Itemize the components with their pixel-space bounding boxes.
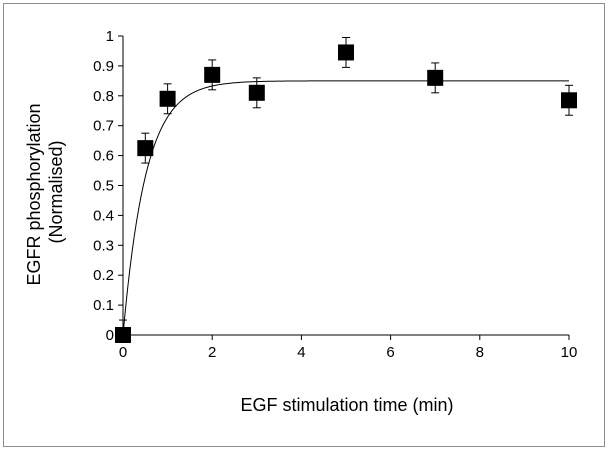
y-tick-label: 0.5: [93, 178, 114, 195]
y-tick-label: 0.7: [93, 118, 114, 135]
data-point: [159, 90, 176, 107]
data-points: [115, 44, 577, 343]
data-point: [427, 69, 444, 86]
y-tick-label: 0.1: [93, 297, 114, 314]
y-axis-title: EGFR phosphorylation (Normalised): [24, 98, 66, 285]
y-tick-label: 0.4: [93, 207, 114, 224]
y-tick-label: 0: [106, 327, 114, 344]
fit-curve: [122, 80, 569, 336]
y-ticks: 0 0.1 0.2 0.3 0.4 0.5 0.6 0.7 0.8 0.9 1: [93, 28, 123, 344]
y-axis-title-line-1: EGFR phosphorylation: [24, 103, 44, 285]
x-ticks: 0 2 4 6 8 10: [119, 335, 578, 361]
y-tick-label: 1: [106, 28, 114, 45]
y-tick-label: 0.2: [93, 267, 114, 284]
data-point: [137, 140, 154, 157]
y-tick-label: 0.9: [93, 58, 114, 75]
data-point: [338, 44, 354, 61]
x-tick-label: 2: [208, 344, 216, 361]
data-point: [115, 327, 131, 343]
data-point: [561, 92, 577, 109]
chart-frame: [3, 3, 605, 447]
data-point: [248, 84, 265, 101]
x-tick-label: 0: [119, 344, 127, 361]
y-tick-label: 0.6: [93, 148, 114, 165]
error-bars: [119, 36, 573, 336]
data-point: [204, 66, 221, 83]
x-tick-label: 4: [297, 344, 305, 361]
x-tick-label: 10: [561, 344, 578, 361]
x-tick-label: 6: [386, 344, 394, 361]
x-tick-label: 8: [476, 344, 484, 361]
y-tick-label: 0.8: [93, 88, 114, 105]
y-tick-label: 0.3: [93, 237, 114, 254]
y-axis-title-line-2: (Normalised): [46, 140, 66, 243]
x-axis-title: EGF stimulation time (min): [240, 395, 453, 415]
